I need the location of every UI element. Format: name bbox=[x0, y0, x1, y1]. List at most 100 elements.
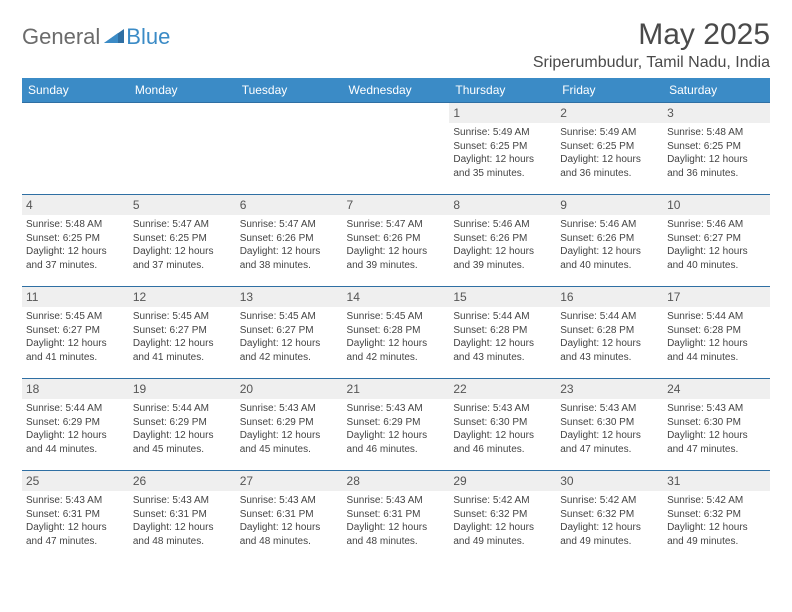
sunrise-label: Sunrise: bbox=[560, 127, 599, 138]
sunset-label: Sunset: bbox=[667, 417, 704, 428]
daylight-label: Daylight: bbox=[133, 338, 175, 349]
sunset-line: Sunset: 6:28 PM bbox=[560, 324, 659, 338]
day-number: 15 bbox=[449, 287, 556, 307]
sunset-line: Sunset: 6:27 PM bbox=[667, 232, 766, 246]
sunset-label: Sunset: bbox=[453, 509, 490, 520]
calendar-day-cell: 20Sunrise: 5:43 AMSunset: 6:29 PMDayligh… bbox=[236, 379, 343, 471]
weekday-header: Saturday bbox=[663, 78, 770, 103]
sunrise-label: Sunrise: bbox=[560, 219, 599, 230]
sunrise-label: Sunrise: bbox=[453, 403, 492, 414]
calendar-day-cell: 25Sunrise: 5:43 AMSunset: 6:31 PMDayligh… bbox=[22, 471, 129, 563]
sunset-value: 6:32 PM bbox=[597, 509, 634, 520]
daylight-label: Daylight: bbox=[26, 430, 68, 441]
sunrise-line: Sunrise: 5:44 AM bbox=[133, 402, 232, 416]
calendar-week-row: 4 Sunrise: 5:48 AMSunset: 6:25 PMDaylight… bbox=[22, 195, 770, 287]
sunrise-line: Sunrise: 5:42 AM bbox=[453, 494, 552, 508]
month-title: May 2025 bbox=[533, 18, 770, 52]
daylight-line: Daylight: 12 hours and 49 minutes. bbox=[453, 521, 552, 548]
day-number: 9 bbox=[556, 195, 663, 215]
sunrise-label: Sunrise: bbox=[560, 311, 599, 322]
daylight-label: Daylight: bbox=[26, 246, 68, 257]
daylight-line: Daylight: 12 hours and 46 minutes. bbox=[347, 429, 446, 456]
sunset-label: Sunset: bbox=[667, 509, 704, 520]
sunset-label: Sunset: bbox=[560, 141, 597, 152]
day-info: Sunrise: 5:44 AMSunset: 6:28 PMDaylight:… bbox=[560, 310, 659, 364]
sunset-label: Sunset: bbox=[347, 509, 384, 520]
calendar-empty-cell bbox=[22, 103, 129, 195]
daylight-line: Daylight: 12 hours and 49 minutes. bbox=[560, 521, 659, 548]
sunset-line: Sunset: 6:31 PM bbox=[26, 508, 125, 522]
calendar-day-cell: 29Sunrise: 5:42 AMSunset: 6:32 PMDayligh… bbox=[449, 471, 556, 563]
day-info: Sunrise: 5:44 AMSunset: 6:28 PMDaylight:… bbox=[667, 310, 766, 364]
sunrise-label: Sunrise: bbox=[133, 311, 172, 322]
sunset-line: Sunset: 6:25 PM bbox=[133, 232, 232, 246]
sunset-line: Sunset: 6:27 PM bbox=[133, 324, 232, 338]
sunrise-value: 5:44 AM bbox=[172, 403, 209, 414]
calendar-day-cell: 5Sunrise: 5:47 AMSunset: 6:25 PMDaylight… bbox=[129, 195, 236, 287]
day-info: Sunrise: 5:44 AMSunset: 6:29 PMDaylight:… bbox=[26, 402, 125, 456]
brand-logo: General Blue bbox=[22, 18, 170, 50]
daylight-line: Daylight: 12 hours and 48 minutes. bbox=[347, 521, 446, 548]
day-number: 18 bbox=[22, 379, 129, 399]
calendar-day-cell: 1Sunrise: 5:49 AMSunset: 6:25 PMDaylight… bbox=[449, 103, 556, 195]
sunrise-value: 5:43 AM bbox=[600, 403, 637, 414]
sunrise-label: Sunrise: bbox=[453, 219, 492, 230]
sunrise-label: Sunrise: bbox=[133, 219, 172, 230]
sunrise-label: Sunrise: bbox=[347, 403, 386, 414]
day-number: 19 bbox=[129, 379, 236, 399]
sunrise-line: Sunrise: 5:42 AM bbox=[560, 494, 659, 508]
day-number: 31 bbox=[663, 471, 770, 491]
sunrise-label: Sunrise: bbox=[453, 495, 492, 506]
calendar-body: 1Sunrise: 5:49 AMSunset: 6:25 PMDaylight… bbox=[22, 103, 770, 563]
sunset-label: Sunset: bbox=[240, 233, 277, 244]
sunset-line: Sunset: 6:30 PM bbox=[560, 416, 659, 430]
day-number: 4 bbox=[22, 195, 129, 215]
sunrise-line: Sunrise: 5:43 AM bbox=[133, 494, 232, 508]
sunrise-value: 5:43 AM bbox=[172, 495, 209, 506]
sunrise-label: Sunrise: bbox=[560, 495, 599, 506]
sunrise-value: 5:46 AM bbox=[600, 219, 637, 230]
day-info: Sunrise: 5:43 AMSunset: 6:29 PMDaylight:… bbox=[240, 402, 339, 456]
sunset-line: Sunset: 6:25 PM bbox=[560, 140, 659, 154]
sunrise-line: Sunrise: 5:45 AM bbox=[133, 310, 232, 324]
daylight-line: Daylight: 12 hours and 47 minutes. bbox=[560, 429, 659, 456]
day-info: Sunrise: 5:42 AMSunset: 6:32 PMDaylight:… bbox=[560, 494, 659, 548]
sunrise-label: Sunrise: bbox=[453, 311, 492, 322]
brand-part1: General bbox=[22, 24, 100, 50]
day-number: 11 bbox=[22, 287, 129, 307]
sunrise-line: Sunrise: 5:43 AM bbox=[347, 494, 446, 508]
calendar-day-cell: 9Sunrise: 5:46 AMSunset: 6:26 PMDaylight… bbox=[556, 195, 663, 287]
calendar-day-cell: 27Sunrise: 5:43 AMSunset: 6:31 PMDayligh… bbox=[236, 471, 343, 563]
sunset-label: Sunset: bbox=[453, 417, 490, 428]
calendar-table: SundayMondayTuesdayWednesdayThursdayFrid… bbox=[22, 78, 770, 563]
daylight-label: Daylight: bbox=[133, 522, 175, 533]
sunset-line: Sunset: 6:32 PM bbox=[453, 508, 552, 522]
calendar-week-row: 18 Sunrise: 5:44 AMSunset: 6:29 PMDayligh… bbox=[22, 379, 770, 471]
calendar-day-cell: 15 Sunrise: 5:44 AMSunset: 6:28 PMDayligh… bbox=[449, 287, 556, 379]
calendar-day-cell: 8Sunrise: 5:46 AMSunset: 6:26 PMDaylight… bbox=[449, 195, 556, 287]
day-info: Sunrise: 5:44 AMSunset: 6:28 PMDaylight:… bbox=[453, 310, 552, 364]
location-subtitle: Sriperumbudur, Tamil Nadu, India bbox=[533, 54, 770, 72]
day-info: Sunrise: 5:48 AMSunset: 6:25 PMDaylight:… bbox=[26, 218, 125, 272]
sunrise-value: 5:42 AM bbox=[600, 495, 637, 506]
sunrise-value: 5:43 AM bbox=[279, 403, 316, 414]
daylight-line: Daylight: 12 hours and 47 minutes. bbox=[26, 521, 125, 548]
sunset-line: Sunset: 6:27 PM bbox=[240, 324, 339, 338]
day-info: Sunrise: 5:43 AMSunset: 6:31 PMDaylight:… bbox=[240, 494, 339, 548]
day-info: Sunrise: 5:48 AMSunset: 6:25 PMDaylight:… bbox=[667, 126, 766, 180]
sunset-line: Sunset: 6:28 PM bbox=[347, 324, 446, 338]
sunrise-value: 5:43 AM bbox=[386, 403, 423, 414]
sunrise-value: 5:44 AM bbox=[65, 403, 102, 414]
daylight-line: Daylight: 12 hours and 36 minutes. bbox=[560, 153, 659, 180]
day-number: 30 bbox=[556, 471, 663, 491]
daylight-label: Daylight: bbox=[453, 430, 495, 441]
sunrise-line: Sunrise: 5:44 AM bbox=[667, 310, 766, 324]
sunrise-line: Sunrise: 5:43 AM bbox=[453, 402, 552, 416]
calendar-day-cell: 26Sunrise: 5:43 AMSunset: 6:31 PMDayligh… bbox=[129, 471, 236, 563]
daylight-line: Daylight: 12 hours and 47 minutes. bbox=[667, 429, 766, 456]
daylight-label: Daylight: bbox=[240, 430, 282, 441]
sunset-label: Sunset: bbox=[240, 509, 277, 520]
day-info: Sunrise: 5:43 AMSunset: 6:31 PMDaylight:… bbox=[133, 494, 232, 548]
day-number: 7 bbox=[343, 195, 450, 215]
sunset-value: 6:31 PM bbox=[170, 509, 207, 520]
